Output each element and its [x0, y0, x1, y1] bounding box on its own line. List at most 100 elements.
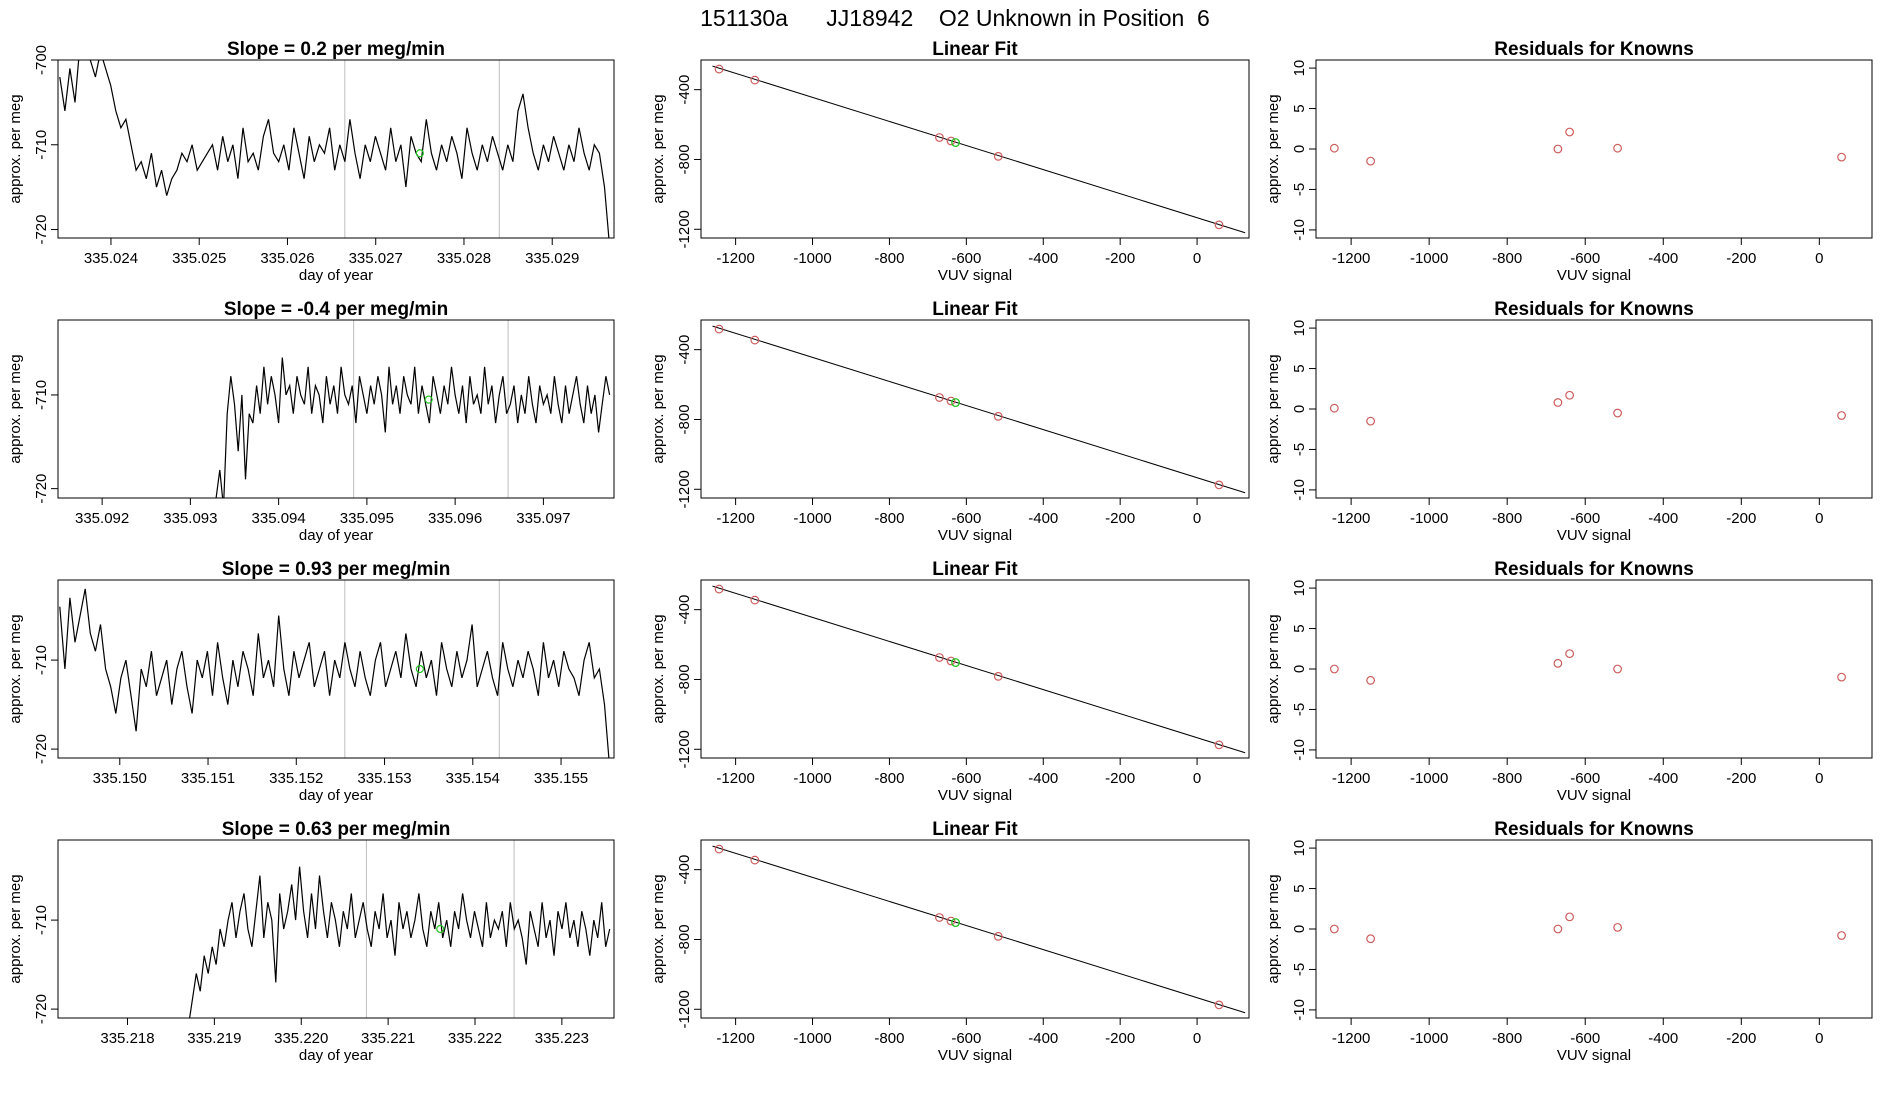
chart-panel-4: Slope = -0.4 per meg/min 335.092 335.093 33… [7, 299, 615, 544]
x-tick-label: 335.026 [260, 250, 314, 267]
data-point [1565, 649, 1575, 659]
unknown-point [951, 398, 961, 407]
y-tick-label: -800 [676, 144, 693, 174]
x-tick-label: 335.027 [349, 250, 403, 267]
x-tick-label: 335.219 [187, 1030, 241, 1047]
y-tick-label: -720 [33, 215, 50, 245]
unknown-marker [415, 664, 424, 674]
x-tick-label: -1200 [1332, 1030, 1370, 1047]
data-point [946, 916, 956, 926]
y-tick-label: -1200 [676, 730, 693, 768]
data-point [1214, 1000, 1224, 1010]
x-axis-label: VUV signal [1557, 267, 1631, 284]
x-tick-label: 335.151 [181, 770, 235, 787]
x-tick-label: -1200 [1332, 770, 1370, 787]
x-axis-label: day of year [299, 267, 373, 284]
data-point [1553, 144, 1563, 154]
x-tick-label: -800 [874, 770, 904, 787]
x-tick-label: -200 [1105, 770, 1135, 787]
data-point [1366, 416, 1376, 426]
data-point [750, 335, 760, 345]
data-point [935, 913, 944, 922]
x-axis-label: VUV signal [1557, 787, 1631, 804]
data-point [1613, 664, 1623, 674]
chart-title: Slope = 0.2 per meg/min [227, 39, 445, 60]
data-point [1214, 220, 1224, 230]
x-tick-label: -600 [951, 770, 981, 787]
x-tick-label: 335.096 [428, 510, 482, 527]
y-axis-label: approx. per meg [1265, 614, 1282, 723]
data-point [935, 393, 944, 402]
x-tick-label: -400 [1028, 770, 1058, 787]
chart-panel-6: Residuals for Knowns-1200 -1000 -800 -600 -4… [1265, 299, 1873, 544]
y-tick-label: 0 [1291, 405, 1308, 413]
unknown-point [951, 658, 961, 667]
x-tick-label: -800 [874, 1030, 904, 1047]
data-point [946, 136, 956, 146]
y-tick-label: 10 [1291, 580, 1308, 597]
data-point [935, 653, 944, 662]
unknown-marker [436, 924, 445, 934]
x-tick-label: -200 [1105, 510, 1135, 527]
x-tick-label: 335.152 [269, 770, 323, 787]
data-point [714, 844, 724, 854]
plot-frame [1315, 839, 1873, 1019]
x-tick-label: -1200 [716, 1030, 754, 1047]
x-tick-label: 335.221 [361, 1030, 415, 1047]
y-tick-label: 0 [1291, 665, 1308, 673]
chart-panel-9: Residuals for Knowns-1200 -1000 -800 -600 -4… [1265, 559, 1873, 804]
x-tick-label: -200 [1726, 250, 1756, 267]
chart-title: Linear Fit [932, 39, 1018, 60]
chart-panel-10: Slope = 0.63 per meg/min 335.218 335.219 33… [7, 819, 615, 1064]
plot-area [1329, 127, 1846, 166]
plot-area [1329, 649, 1846, 685]
data-point [1214, 740, 1224, 750]
panel-grid: Slope = 0.2 per meg/min 335.024 335.025 335… [7, 39, 1873, 1064]
x-tick-label: -600 [951, 510, 981, 527]
x-tick-label: -400 [1648, 510, 1678, 527]
x-tick-label: -1000 [793, 510, 831, 527]
x-tick-label: -200 [1105, 1030, 1135, 1047]
x-tick-label: -800 [874, 250, 904, 267]
x-tick-label: 335.218 [100, 1030, 154, 1047]
data-point [750, 75, 760, 85]
y-tick-label: -400 [676, 335, 693, 365]
unknown-marker [415, 149, 424, 158]
x-tick-label: 335.153 [357, 770, 411, 787]
data-point [1837, 672, 1846, 682]
x-tick-label: -1200 [1332, 510, 1370, 527]
x-tick-label: -1000 [1410, 510, 1448, 527]
y-tick-label: -1200 [676, 470, 693, 508]
x-tick-label: -200 [1726, 510, 1756, 527]
chart-title: Residuals for Knowns [1494, 299, 1694, 320]
data-point [1837, 931, 1846, 940]
x-tick-label: 0 [1815, 510, 1823, 527]
chart-title: Residuals for Knowns [1494, 559, 1694, 580]
data-point [1329, 403, 1339, 413]
chart-panel-5: Linear Fit -1200 -1000 -800 -600 -400 -200 0 -40… [650, 299, 1250, 544]
series-line [59, 588, 610, 758]
y-tick-label: -800 [676, 664, 693, 694]
data-point [1565, 390, 1575, 400]
y-axis-label: approx. per meg [650, 94, 667, 203]
chart-panel-11: Linear Fit -1200 -1000 -800 -600 -400 -200 0 -40… [650, 819, 1250, 1064]
y-tick-label: -800 [676, 404, 693, 434]
plot-frame [700, 839, 1250, 1019]
x-tick-label: -400 [1028, 1030, 1058, 1047]
x-tick-label: -600 [1570, 1030, 1600, 1047]
x-tick-label: 0 [1193, 510, 1201, 527]
y-tick-label: 0 [1291, 145, 1308, 153]
y-axis-label: approx. per meg [650, 614, 667, 723]
chart-title: Residuals for Knowns [1494, 39, 1694, 60]
x-tick-label: -800 [874, 510, 904, 527]
y-axis-label: approx. per meg [1265, 874, 1282, 983]
chart-title: Slope = 0.93 per meg/min [222, 559, 451, 580]
y-tick-label: -720 [33, 994, 50, 1024]
plot-area [1329, 390, 1846, 426]
data-point [993, 671, 1003, 681]
y-tick-label: 5 [1291, 364, 1308, 372]
y-tick-label: -400 [676, 595, 693, 625]
x-tick-label: -200 [1105, 250, 1135, 267]
y-tick-label: -700 [33, 45, 50, 75]
